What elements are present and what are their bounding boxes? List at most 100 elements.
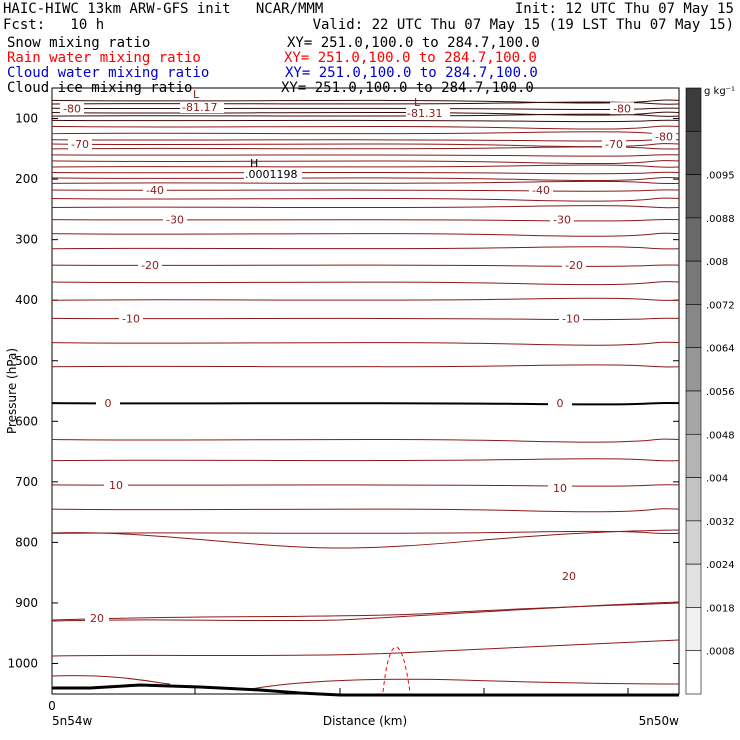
temperature-contour — [51, 264, 680, 267]
temperature-contour — [51, 281, 680, 286]
temperature-contour — [51, 125, 680, 130]
temperature-contour — [51, 160, 680, 165]
high-marker: H — [250, 157, 258, 170]
temperature-contour — [51, 111, 680, 116]
temperature-contour — [51, 530, 680, 535]
low-marker: L — [414, 96, 421, 109]
contour-label-bg — [163, 213, 187, 226]
temperature-contour — [51, 146, 680, 150]
colorbar-segment — [685, 607, 702, 652]
contour-label-bg — [610, 102, 634, 115]
contour-label-bg — [602, 137, 626, 150]
contour-label-bg — [143, 183, 167, 196]
contour-label-bg — [562, 259, 586, 272]
colorbar-segment — [685, 304, 702, 349]
y-tick-label: 1000 — [7, 657, 38, 671]
colorbar-label: .0064 — [706, 344, 735, 355]
y-tick-label: 400 — [15, 293, 38, 307]
contour-label: -80 — [613, 102, 631, 115]
temperature-contour — [51, 218, 680, 222]
temperature-contour — [51, 177, 680, 182]
contour-label: -30 — [553, 214, 571, 227]
contour-label-bg — [548, 481, 572, 494]
y-tick-label: 900 — [15, 596, 38, 610]
high-value: .0001198 — [245, 168, 298, 181]
temperature-contour — [51, 458, 680, 462]
contour-label: -20 — [565, 259, 583, 272]
colorbar-segment — [685, 563, 702, 608]
valid-time: Valid: 22 UTC Thu 07 May 15 (19 LST Thu … — [312, 17, 734, 33]
contour-label: 10 — [109, 479, 123, 492]
forecast-hour: Fcst: 10 h — [3, 17, 105, 33]
field-rain-label: Rain water mixing ratio — [7, 50, 201, 66]
contour-label: -30 — [166, 214, 184, 227]
temperature-contour-low — [51, 639, 680, 657]
temperature-contour — [51, 232, 680, 237]
colorbar-label: .0048 — [706, 430, 735, 441]
colorbar-unit: g kg⁻¹ — [704, 86, 735, 97]
temperature-contour — [51, 180, 680, 185]
temperature-contour — [51, 297, 680, 301]
temperature-contour — [51, 317, 680, 321]
high-value-bg — [244, 169, 302, 180]
temperature-contour — [51, 139, 680, 142]
y-tick-label: 200 — [15, 172, 38, 186]
colorbar-label: .004 — [706, 474, 728, 485]
colorbar-label: .0018 — [706, 603, 735, 614]
low-value-bg — [406, 108, 450, 119]
colorbar-segment — [685, 217, 702, 262]
temperature-contour — [51, 197, 680, 202]
temperature-contour — [51, 101, 680, 105]
y-tick-label: 600 — [15, 414, 38, 428]
y-tick-label: 800 — [15, 535, 38, 549]
contour-label-bg — [652, 130, 676, 143]
contour-label-bg — [557, 570, 581, 583]
temperature-contour — [51, 246, 680, 250]
temperature-contour — [51, 113, 680, 117]
temperature-contour — [51, 154, 680, 157]
colorbar-segment — [685, 130, 702, 175]
temperature-contour — [51, 484, 680, 487]
temperature-contour-low — [51, 602, 680, 621]
contour-label-bg — [119, 312, 143, 325]
colorbar-segment — [685, 390, 702, 435]
field-cloud-water-label: Cloud water mixing ratio — [7, 65, 210, 81]
temperature-contour — [51, 107, 680, 111]
low-marker: L — [193, 88, 200, 101]
colorbar-segment — [685, 477, 702, 522]
contour-label: -70 — [71, 138, 89, 151]
temperature-contour — [51, 364, 680, 368]
contour-label: -80 — [63, 102, 81, 115]
colorbar-segment — [685, 433, 702, 478]
temperature-contour — [51, 131, 680, 135]
init-time: Init: 12 UTC Thu 07 May 15 — [514, 1, 734, 17]
contour-label-bg — [559, 312, 583, 325]
contour-label: -20 — [141, 259, 159, 272]
temperature-contour — [51, 164, 680, 168]
temperature-contour — [51, 438, 680, 443]
colorbar-segment — [685, 260, 702, 305]
y-tick-label: 100 — [15, 112, 38, 126]
contour-label-bg — [96, 397, 120, 410]
terrain-surface — [52, 683, 679, 697]
contour-label: -70 — [605, 138, 623, 151]
contour-label-bg — [529, 183, 553, 196]
low-value: -81.17 — [182, 101, 217, 114]
temperature-contour — [51, 99, 680, 104]
field-rain-xy: XY= 251.0,100.0 to 284.7,100.0 — [284, 50, 537, 66]
colorbar-label: .0095 — [706, 171, 735, 182]
colorbar-segment — [685, 650, 702, 695]
temperature-contour — [51, 171, 680, 175]
contour-label: 0 — [105, 397, 112, 410]
field-snow-label: Snow mixing ratio — [7, 35, 151, 51]
x-start-label: 5n54w — [52, 714, 93, 728]
field-snow-xy: XY= 251.0,100.0 to 284.7,100.0 — [287, 35, 540, 51]
field-cloud-water-xy: XY= 251.0,100.0 to 284.7,100.0 — [285, 65, 538, 81]
contour-label-bg — [104, 478, 128, 491]
colorbar-segment — [685, 174, 702, 219]
contour-label: 20 — [90, 612, 104, 625]
colorbar-label: .0024 — [706, 560, 735, 571]
contour-label: -40 — [146, 184, 164, 197]
y-axis-label: Pressure (hPa) — [5, 348, 19, 434]
